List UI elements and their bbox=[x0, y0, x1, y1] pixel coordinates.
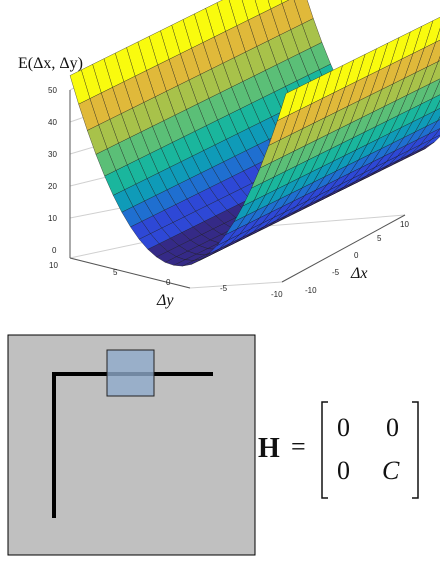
dx-tick-label: -10 bbox=[305, 286, 317, 295]
matrix-entry: 0 bbox=[337, 456, 350, 485]
matrix-equation: H = 0 0 0 C bbox=[258, 401, 419, 499]
equals-sign: = bbox=[291, 432, 306, 461]
z-ticks: 50 40 30 20 10 0 bbox=[48, 86, 57, 255]
dy-tick-label: 0 bbox=[166, 278, 171, 287]
dx-ticks: -10 -5 0 5 10 bbox=[305, 220, 409, 295]
dx-tick-label: 5 bbox=[377, 234, 382, 243]
z-axis-label: E(Δx, Δy) bbox=[18, 55, 83, 72]
z-tick-label: 50 bbox=[48, 86, 57, 95]
surface-plot: E(Δx, Δy) Δx Δy 50 40 30 20 10 0 10 5 0 … bbox=[18, 0, 440, 309]
right-bracket bbox=[412, 401, 419, 499]
x-axis-label: Δx bbox=[350, 265, 368, 282]
surface-patch bbox=[69, 69, 91, 105]
dx-tick-label: -5 bbox=[332, 268, 340, 277]
matrix-symbol: H bbox=[258, 433, 280, 464]
dy-tick-label: -10 bbox=[271, 290, 283, 299]
dy-tick-label: 10 bbox=[49, 261, 58, 270]
matrix-entry: 0 bbox=[386, 413, 399, 442]
dy-ticks: 10 5 0 -5 -10 bbox=[49, 261, 283, 299]
dy-tick-label: 5 bbox=[113, 268, 118, 277]
dx-tick-label: 0 bbox=[354, 251, 359, 260]
dx-tick-label: 10 bbox=[400, 220, 409, 229]
matrix-entry: C bbox=[382, 456, 400, 485]
left-bracket bbox=[321, 401, 328, 499]
surface-mesh bbox=[69, 0, 440, 267]
z-tick-label: 40 bbox=[48, 118, 57, 127]
z-tick-label: 10 bbox=[48, 214, 57, 223]
z-tick-label: 0 bbox=[52, 246, 57, 255]
y-axis-label: Δy bbox=[156, 292, 174, 309]
axis-lines bbox=[69, 90, 406, 289]
surface-patch bbox=[267, 0, 283, 10]
z-tick-label: 30 bbox=[48, 150, 57, 159]
z-tick-label: 20 bbox=[48, 182, 57, 191]
detection-window bbox=[106, 349, 155, 397]
surface-patch bbox=[280, 0, 290, 4]
edge-diagram bbox=[7, 334, 256, 556]
matrix-entry: 0 bbox=[337, 413, 350, 442]
dy-tick-label: -5 bbox=[220, 284, 228, 293]
